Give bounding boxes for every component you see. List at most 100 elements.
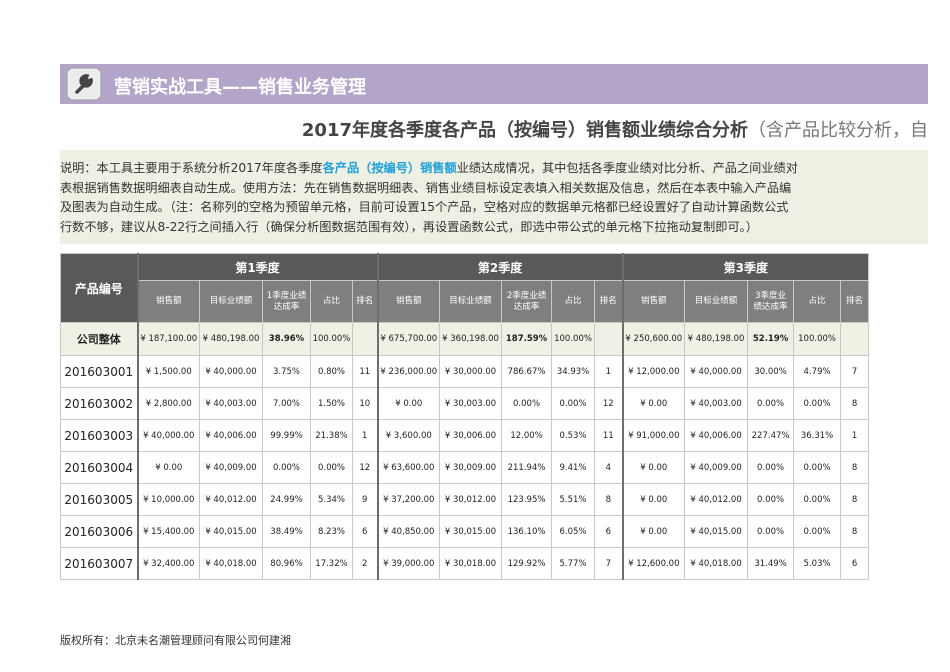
table-cell: ¥ 187,100.00 [136,322,200,356]
table-cell: 31.49% [747,547,795,580]
table-cell: 1 [351,419,379,452]
table-cell: 2 [351,547,379,580]
table-cell: 0.80% [310,355,353,388]
table-row: 201603004 ¥ 0.00 ¥ 40,009.00 0.00% 0.00% 12 ¥ … [60,451,870,484]
product-id: 201603003 [60,419,138,452]
table-cell: 8 [840,451,870,484]
table-cell: ¥ 480,198.00 [199,322,263,356]
table-cell: 0.00% [793,387,842,420]
table-cell: 0.00% [747,387,795,420]
product-id: 公司整体 [60,322,138,356]
product-id: 201603006 [60,515,138,548]
footer: 版权所有：北京未名潮管理顾问有限公司何建湘 [60,634,291,647]
table-cell: 11 [351,355,379,388]
table-cell: ¥ 40,850.00 [376,515,441,548]
table-row: 201603002 ¥ 2,800.00 ¥ 40,003.00 7.00% 1.50%… [60,387,870,420]
table-row: 201603005 ¥ 10,000.00 ¥ 40,012.00 24.99% 5.3… [60,483,870,516]
table-cell: ¥ 37,200.00 [376,483,441,516]
banner: 营销实战工具——销售业务管理 [60,64,928,104]
table-cell: 4 [594,451,624,484]
table-cell: 52.19% [747,322,795,356]
table-cell: ¥ 10,000.00 [136,483,200,516]
table-cell: 5.03% [793,547,842,580]
table-cell: ¥ 15,400.00 [136,515,200,548]
table-cell: 6 [351,515,379,548]
description-text: 业绩达成情况，其中包括各季度业绩对比分析、产品之间业绩对 [456,161,798,175]
table-cell: 0.00% [747,451,795,484]
table-cell: ¥ 40,000.00 [199,355,263,388]
table-cell: 99.99% [262,419,311,452]
column-header: 占比 [793,280,842,323]
column-header: 销售额 [136,280,200,323]
product-id: 201603007 [60,547,138,580]
table-cell: ¥ 39,000.00 [376,547,441,580]
table-cell: ¥ 3,600.00 [376,419,441,452]
table-cell: ¥ 30,000.00 [439,355,503,388]
table-cell: ¥ 63,600.00 [376,451,441,484]
product-id: 201603004 [60,451,138,484]
table-cell: ¥ 40,018.00 [684,547,749,580]
table-cell: 0.00% [551,387,596,420]
product-id: 201603002 [60,387,138,420]
table-cell: ¥ 32,400.00 [136,547,200,580]
table-cell: 6.05% [551,515,596,548]
table-cell: 8 [840,483,870,516]
table-cell: 0.00% [747,515,795,548]
empty-cell [594,322,624,356]
table-cell: 227.47% [747,419,795,452]
subtitle-note: （含产品比较分析，自 [748,120,928,141]
sales-table: 产品编号 第1季度 第2季度 第3季度 销售额 目标业绩额 1季度业绩达成率 占比 排名 销售额目… [60,253,870,580]
table-cell: 34.93% [551,355,596,388]
table-cell: ¥ 40,006.00 [199,419,263,452]
table-cell: ¥ 1,500.00 [136,355,200,388]
table-cell: 0.53% [551,419,596,452]
description-box: 说明：本工具主要用于系统分析2017年度各季度各产品（按编号）销售额业绩达成情况… [60,150,928,244]
product-id: 201603005 [60,483,138,516]
table-cell: 17.32% [310,547,353,580]
table-cell: 0.00% [310,451,353,484]
table-cell: ¥ 12,000.00 [621,355,686,388]
table-cell: 786.67% [501,355,553,388]
table-cell: ¥ 40,015.00 [199,515,263,548]
table-cell: 0.00% [793,451,842,484]
table-cell: ¥ 0.00 [136,451,200,484]
table-cell: 12.00% [501,419,553,452]
tool-icon [66,67,102,101]
column-header: 排名 [840,280,870,323]
column-header: 占比 [310,280,353,323]
table-cell: ¥ 0.00 [621,387,686,420]
table-cell: ¥ 40,006.00 [684,419,749,452]
table-cell: 9 [351,483,379,516]
table-cell: 5.34% [310,483,353,516]
table-cell: 11 [594,419,624,452]
table-cell: ¥ 0.00 [621,451,686,484]
table-cell: ¥ 0.00 [621,515,686,548]
table-cell: 0.00% [793,515,842,548]
table-cell: 8 [840,515,870,548]
table-cell: 211.94% [501,451,553,484]
table-cell: 36.31% [793,419,842,452]
table-row: 201603007 ¥ 32,400.00 ¥ 40,018.00 80.96% 17.… [60,547,870,580]
table-cell: ¥ 40,009.00 [684,451,749,484]
table-cell: 9.41% [551,451,596,484]
table-cell: ¥ 0.00 [376,387,441,420]
table-cell: 30.00% [747,355,795,388]
table-cell: 7 [594,547,624,580]
table-cell: 0.00% [747,483,795,516]
table-cell: ¥ 2,800.00 [136,387,200,420]
table-cell: 1.50% [310,387,353,420]
table-cell: 8 [594,483,624,516]
table-cell: 136.10% [501,515,553,548]
table-cell: 100.00% [793,322,842,356]
subtitle-main: 2017年度各季度各产品（按编号）销售额业绩综合分析 [301,120,748,141]
table-cell: 123.95% [501,483,553,516]
column-header: 3季度业绩达成率 [747,280,795,323]
table-cell: ¥ 30,018.00 [439,547,503,580]
table-row: 201603001 ¥ 1,500.00 ¥ 40,000.00 3.75% 0.80%… [60,355,870,388]
table-cell: 38.96% [262,322,311,356]
quarter-header: 第1季度 [136,253,379,281]
description-line: 说明：本工具主要用于系统分析2017年度各季度各产品（按编号）销售额业绩达成情况… [60,159,870,179]
table-cell: ¥ 40,000.00 [136,419,200,452]
table-cell: 5.77% [551,547,596,580]
